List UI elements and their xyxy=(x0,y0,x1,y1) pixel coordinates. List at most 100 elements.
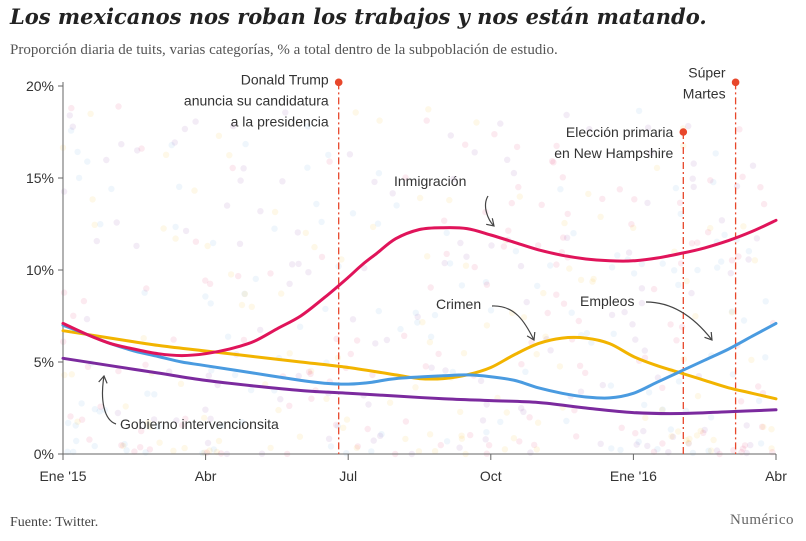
scatter-dot xyxy=(512,248,520,255)
scatter-dot xyxy=(368,448,375,455)
scatter-dot xyxy=(349,316,357,323)
scatter-dot xyxy=(171,139,178,146)
scatter-dot xyxy=(146,423,153,430)
scatter-dot xyxy=(346,151,354,158)
scatter-dot xyxy=(84,158,91,165)
scatter-dot xyxy=(737,398,745,405)
scatter-dot xyxy=(757,440,765,447)
scatter-dot xyxy=(688,289,695,297)
scatter-dot xyxy=(215,132,223,139)
scatter-dot xyxy=(497,120,504,127)
scatter-dot xyxy=(500,243,508,250)
x-tick-label: Jul xyxy=(339,468,357,484)
scatter-dot xyxy=(431,448,439,455)
scatter-dot xyxy=(325,435,333,442)
scatter-dot xyxy=(118,442,125,449)
scatter-dot xyxy=(718,217,726,224)
scatter-dot xyxy=(386,399,394,406)
scatter-dot xyxy=(365,401,372,408)
scatter-dot xyxy=(573,433,580,440)
scatter-dot xyxy=(443,250,450,258)
scatter-dot xyxy=(672,184,680,192)
scatter-dot xyxy=(635,438,642,445)
scatter-dot xyxy=(108,185,115,193)
y-tick-label: 10% xyxy=(26,262,54,278)
scatter-dot xyxy=(353,337,361,344)
scatter-dot xyxy=(205,372,212,379)
scatter-dot xyxy=(617,446,624,454)
y-tick-label: 15% xyxy=(26,170,54,186)
scatter-dot xyxy=(707,224,714,232)
scatter-dot xyxy=(544,309,551,317)
scatter-dot xyxy=(441,217,448,224)
scatter-dot xyxy=(516,438,523,445)
scatter-dot xyxy=(638,260,645,268)
scatter-dot xyxy=(294,229,301,236)
scatter-dot xyxy=(450,175,457,183)
scatter-dot xyxy=(522,368,529,375)
scatter-dot xyxy=(743,449,750,457)
scatter-dot xyxy=(654,374,662,381)
scatter-dot xyxy=(241,290,249,298)
scatter-dot xyxy=(202,293,209,300)
scatter-dot xyxy=(458,435,466,442)
event-label: anuncia su candidatura xyxy=(184,92,329,108)
scatter-dot xyxy=(667,426,675,433)
scatter-dot xyxy=(170,447,177,454)
scatter-dot xyxy=(667,321,674,328)
scatter-dot xyxy=(523,298,530,306)
scatter-dot xyxy=(402,418,410,425)
scatter-dot xyxy=(669,433,677,440)
scatter-dot xyxy=(503,409,510,416)
scatter-dot xyxy=(680,142,687,149)
scatter-dot xyxy=(589,278,596,285)
scatter-dot xyxy=(326,158,333,165)
scatter-dot xyxy=(685,439,692,447)
scatter-dot xyxy=(334,354,342,361)
scatter-dot xyxy=(68,104,75,112)
scatter-dot xyxy=(585,190,592,198)
scatter-dot xyxy=(483,429,490,436)
scatter-dot xyxy=(305,368,313,376)
scatter-dot xyxy=(114,409,122,417)
scatter-dot xyxy=(508,199,515,207)
scatter-dot xyxy=(685,122,692,130)
series-line-3 xyxy=(61,321,778,400)
scatter-dot xyxy=(471,149,478,156)
scatter-dot xyxy=(659,260,666,267)
scatter-dot xyxy=(361,264,368,272)
scatter-dot xyxy=(547,262,554,269)
scatter-dot xyxy=(762,354,769,361)
scatter-dot xyxy=(305,269,312,276)
scatter-dot xyxy=(66,112,74,119)
scatter-dot xyxy=(142,361,149,368)
scatter-dot xyxy=(631,196,638,203)
scatter-dot xyxy=(435,350,442,358)
scatter-dot xyxy=(327,443,335,450)
scatter-dot xyxy=(89,196,96,203)
scatter-dot xyxy=(575,317,582,325)
scatter-dot xyxy=(78,400,85,407)
scatter-dot xyxy=(645,389,653,396)
scatter-dot xyxy=(509,309,516,316)
scatter-dot xyxy=(685,440,692,447)
scatter-dot xyxy=(295,372,302,380)
scatter-dot xyxy=(675,378,683,385)
scatter-dot xyxy=(402,174,409,181)
scatter-dot xyxy=(713,447,721,454)
scatter-dot xyxy=(372,340,379,347)
y-tick-label: 20% xyxy=(26,78,54,94)
scatter-dot xyxy=(332,421,340,428)
scatter-dot xyxy=(375,170,383,177)
scatter-dot xyxy=(534,419,542,426)
scatter-dot xyxy=(533,351,540,358)
scatter-dot xyxy=(473,119,480,126)
scatter-dot xyxy=(431,311,439,319)
scatter-dot xyxy=(733,183,741,190)
scatter-dot xyxy=(518,405,525,412)
scatter-dot xyxy=(311,243,318,251)
scatter-dot xyxy=(267,270,274,277)
scatter-dot xyxy=(115,367,122,375)
scatter-dot xyxy=(735,253,742,260)
scatter-dot xyxy=(727,270,734,277)
